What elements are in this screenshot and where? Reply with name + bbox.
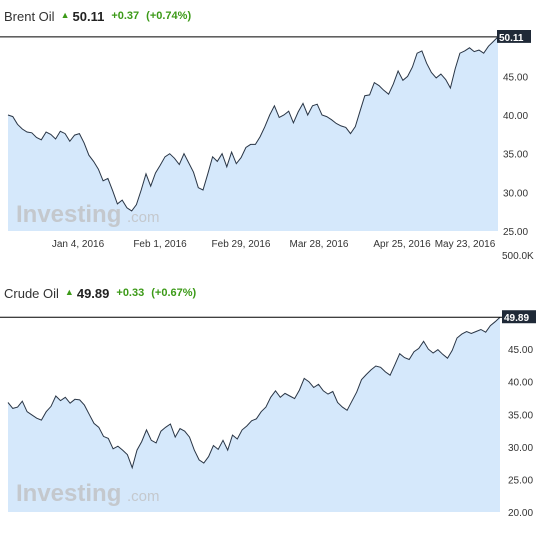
brent-price-chart[interactable]: Investing .com 30.00 35.00 40.00 45.00 25.00… xyxy=(0,30,550,260)
up-arrow-icon: ▲ xyxy=(60,10,70,20)
y-tick-label: 45.00 xyxy=(503,72,528,83)
x-tick-label: Feb 1, 2016 xyxy=(133,239,187,250)
y-tick-label: 30.00 xyxy=(503,188,528,199)
volume-axis-label: 500.0K xyxy=(502,251,534,260)
price-change-percent: (+0.67%) xyxy=(151,287,197,299)
watermark-brand: Investing xyxy=(16,201,121,228)
y-tick-label: 35.00 xyxy=(503,150,528,161)
y-tick-label: 25.00 xyxy=(508,475,533,486)
y-tick-label: 40.00 xyxy=(503,111,528,122)
price-change: +0.37 xyxy=(111,10,140,22)
watermark-suffix: .com xyxy=(127,488,160,505)
y-tick-label: 35.00 xyxy=(508,410,533,421)
instrument-name[interactable]: Brent Oil xyxy=(4,8,55,24)
x-tick-label: May 23, 2016 xyxy=(435,239,496,250)
crude-oil-panel: Crude Oil ▲ 49.89 +0.33 (+0.67%) Investi… xyxy=(0,280,550,548)
price-change: +0.33 xyxy=(116,287,145,299)
brent-quote-header: Brent Oil ▲ 50.11 +0.37 (+0.74%) xyxy=(4,6,198,26)
price-area-fill xyxy=(8,36,498,232)
last-price-badge-label: 50.11 xyxy=(499,33,524,44)
instrument-name[interactable]: Crude Oil xyxy=(4,285,59,301)
crude-price-chart[interactable]: Investing .com 20.00 25.00 30.00 35.00 40.00… xyxy=(0,310,550,548)
price-line xyxy=(7,36,499,212)
x-tick-label: Apr 25, 2016 xyxy=(373,239,431,250)
last-price: 50.11 xyxy=(72,8,105,24)
y-tick-label: 25.00 xyxy=(503,227,528,238)
price-area-fill xyxy=(8,317,500,512)
watermark-logo: Investing .com xyxy=(16,480,160,507)
x-tick-label: Jan 4, 2016 xyxy=(52,239,105,250)
x-tick-label: Feb 29, 2016 xyxy=(212,239,271,250)
price-line xyxy=(7,316,501,470)
x-tick-label: Mar 28, 2016 xyxy=(290,239,349,250)
last-price-badge xyxy=(502,310,536,324)
watermark-brand: Investing xyxy=(16,480,121,507)
last-price-badge-label: 49.89 xyxy=(504,313,529,324)
watermark-suffix: .com xyxy=(127,209,160,226)
price-change-percent: (+0.74%) xyxy=(146,10,192,22)
up-arrow-icon: ▲ xyxy=(64,287,74,297)
watermark-logo: Investing .com xyxy=(16,201,160,228)
y-tick-label: 45.00 xyxy=(508,345,533,356)
y-tick-label: 20.00 xyxy=(508,508,533,519)
y-tick-label: 40.00 xyxy=(508,378,533,389)
brent-oil-panel: Brent Oil ▲ 50.11 +0.37 (+0.74%) Investi… xyxy=(0,0,550,262)
y-tick-label: 30.00 xyxy=(508,443,533,454)
last-price: 49.89 xyxy=(76,285,110,301)
crude-quote-header: Crude Oil ▲ 49.89 +0.33 (+0.67%) xyxy=(4,283,203,303)
last-price-badge xyxy=(497,30,531,43)
